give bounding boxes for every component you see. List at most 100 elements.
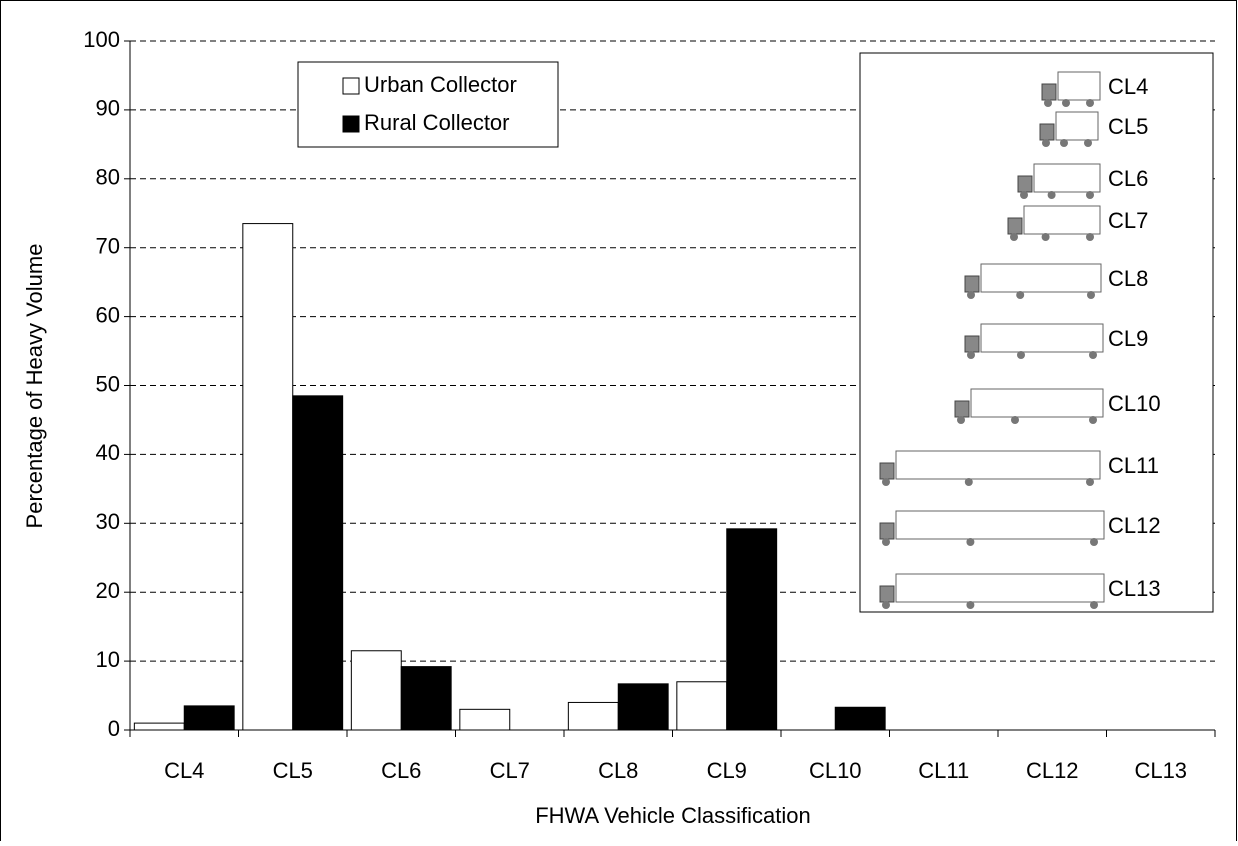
wheel bbox=[964, 478, 973, 486]
x-tick-label: CL12 bbox=[1026, 758, 1079, 783]
trailer bbox=[895, 573, 1105, 603]
bar bbox=[676, 681, 728, 731]
inset-label: CL7 bbox=[1108, 208, 1148, 233]
wheel bbox=[1016, 291, 1025, 299]
trailer bbox=[1023, 205, 1101, 235]
bar bbox=[567, 701, 619, 731]
legend-swatch bbox=[342, 77, 360, 95]
y-tick-label: 60 bbox=[96, 302, 120, 327]
y-tick-label: 40 bbox=[96, 440, 120, 465]
inset-label: CL5 bbox=[1108, 114, 1148, 139]
x-axis-label: FHWA Vehicle Classification bbox=[535, 803, 811, 828]
wheel bbox=[1042, 139, 1050, 147]
x-tick-label: CL8 bbox=[598, 758, 638, 783]
vehicle-icon bbox=[1039, 111, 1099, 147]
y-tick-label: 80 bbox=[96, 165, 120, 190]
wheel bbox=[1017, 351, 1025, 359]
trailer bbox=[1057, 71, 1101, 101]
cab bbox=[879, 585, 895, 603]
x-tick-label: CL6 bbox=[381, 758, 421, 783]
wheel bbox=[957, 416, 965, 424]
wheel bbox=[967, 291, 975, 299]
bar bbox=[834, 706, 886, 731]
inset-label: CL12 bbox=[1108, 513, 1161, 538]
wheel bbox=[1041, 233, 1050, 241]
inset-label: CL13 bbox=[1108, 576, 1161, 601]
wheel bbox=[1089, 416, 1097, 424]
inset-label: CL8 bbox=[1108, 266, 1148, 291]
inset-label: CL10 bbox=[1108, 391, 1161, 416]
wheel bbox=[966, 601, 975, 609]
vehicle-icon bbox=[879, 573, 1105, 609]
wheel bbox=[1086, 233, 1094, 241]
inset-label: CL6 bbox=[1108, 166, 1148, 191]
legend-label: Urban Collector bbox=[364, 72, 517, 97]
y-tick-label: 30 bbox=[96, 509, 120, 534]
cab bbox=[1017, 175, 1033, 193]
trailer bbox=[980, 323, 1104, 353]
bar bbox=[183, 705, 235, 731]
wheel bbox=[1087, 291, 1095, 299]
wheel bbox=[1011, 416, 1019, 424]
y-tick-label: 20 bbox=[96, 578, 120, 603]
vehicle-icon bbox=[879, 450, 1101, 486]
vehicle-icon bbox=[954, 388, 1104, 424]
x-tick-label: CL11 bbox=[918, 758, 969, 783]
vehicle-icon bbox=[1007, 205, 1101, 241]
wheel bbox=[1062, 99, 1070, 107]
wheel bbox=[882, 601, 890, 609]
wheel bbox=[1044, 99, 1052, 107]
cab bbox=[954, 400, 970, 418]
inset-label: CL9 bbox=[1108, 326, 1148, 351]
vehicle-icon bbox=[964, 263, 1102, 299]
y-tick-label: 50 bbox=[96, 371, 120, 396]
bar bbox=[133, 722, 185, 731]
wheel bbox=[1086, 191, 1094, 199]
vehicle-icon bbox=[1041, 71, 1101, 107]
inset-label: CL4 bbox=[1108, 74, 1148, 99]
cab bbox=[1039, 123, 1055, 141]
x-tick-label: CL5 bbox=[273, 758, 313, 783]
cab bbox=[964, 335, 980, 353]
trailer bbox=[895, 510, 1105, 540]
x-tick-label: CL7 bbox=[490, 758, 530, 783]
bar bbox=[292, 395, 344, 731]
legend-box bbox=[297, 61, 559, 148]
bar bbox=[350, 650, 402, 731]
y-tick-label: 10 bbox=[96, 647, 120, 672]
y-tick-label: 100 bbox=[83, 27, 120, 52]
cab bbox=[1041, 83, 1057, 101]
wheel bbox=[1010, 233, 1018, 241]
wheel bbox=[1047, 191, 1056, 199]
bar bbox=[617, 683, 669, 731]
wheel bbox=[882, 538, 890, 546]
wheel bbox=[967, 351, 975, 359]
wheel bbox=[882, 478, 890, 486]
wheel bbox=[1060, 139, 1068, 147]
cab bbox=[879, 522, 895, 540]
wheel bbox=[1086, 99, 1094, 107]
y-tick-label: 70 bbox=[96, 234, 120, 259]
wheel bbox=[1084, 139, 1092, 147]
wheel bbox=[1086, 478, 1094, 486]
y-tick-label: 0 bbox=[108, 716, 120, 741]
y-axis-label: Percentage of Heavy Volume bbox=[22, 244, 47, 529]
x-tick-label: CL10 bbox=[809, 758, 862, 783]
wheel bbox=[1090, 601, 1098, 609]
trailer bbox=[980, 263, 1102, 293]
vehicle-icon bbox=[1017, 163, 1101, 199]
vehicle-icon bbox=[879, 510, 1105, 546]
bar bbox=[400, 666, 452, 731]
cab bbox=[964, 275, 980, 293]
inset-label: CL11 bbox=[1108, 453, 1159, 478]
bar bbox=[242, 223, 294, 731]
trailer bbox=[970, 388, 1104, 418]
wheel bbox=[1089, 351, 1097, 359]
x-tick-label: CL4 bbox=[164, 758, 204, 783]
legend-swatch bbox=[342, 115, 360, 133]
bar bbox=[726, 528, 778, 731]
vehicle-icon bbox=[964, 323, 1104, 359]
bar bbox=[459, 708, 511, 731]
